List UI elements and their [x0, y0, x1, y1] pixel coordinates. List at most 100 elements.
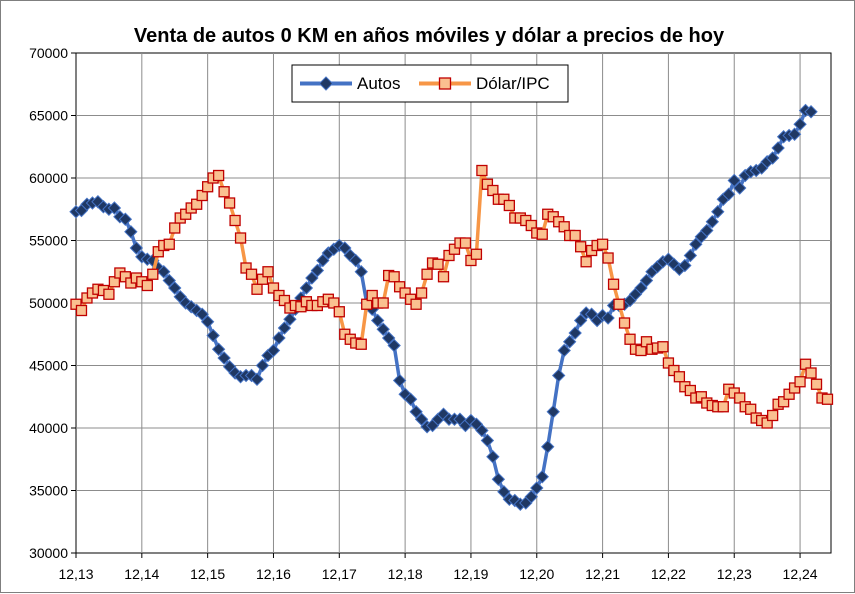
- data-point-dolar-ipc: [503, 199, 515, 212]
- data-point-dolar-ipc: [245, 268, 258, 280]
- data-point-dolar-ipc: [717, 401, 729, 413]
- data-point-autos: [299, 281, 314, 295]
- data-point-autos: [217, 351, 231, 365]
- x-tick-label: 12,20: [519, 566, 554, 582]
- data-point-autos: [283, 312, 297, 326]
- data-point-dolar-ipc: [794, 376, 806, 388]
- data-point-autos: [722, 187, 736, 201]
- data-point-autos: [354, 265, 368, 279]
- data-point-autos: [634, 281, 648, 295]
- data-point-autos: [475, 423, 489, 438]
- data-point-autos: [403, 392, 418, 406]
- data-point-autos: [206, 328, 220, 343]
- data-point-dolar-ipc: [218, 186, 230, 198]
- data-point-dolar-ipc: [596, 238, 609, 250]
- data-point-autos: [535, 470, 549, 484]
- data-point-dolar-ipc: [470, 248, 483, 260]
- data-point-dolar-ipc: [580, 256, 592, 268]
- data-point-autos: [711, 205, 725, 219]
- chart-title: Venta de autos 0 KM en años móviles y dó…: [134, 25, 725, 47]
- data-point-autos: [497, 485, 511, 499]
- data-point-autos: [168, 281, 182, 295]
- data-point-dolar-ipc: [355, 338, 367, 350]
- data-point-autos: [787, 127, 802, 141]
- y-tick-label: 70000: [29, 45, 68, 61]
- legend-autos-label: Autos: [357, 74, 400, 93]
- data-point-dolar-ipc: [624, 333, 636, 345]
- data-point-dolar-ipc: [437, 271, 450, 283]
- y-tick-label: 55000: [29, 233, 68, 249]
- data-point-autos: [392, 373, 407, 388]
- y-tick-label: 30000: [29, 545, 68, 561]
- y-tick-label: 40000: [29, 420, 68, 436]
- x-tick-label: 12,24: [783, 566, 818, 582]
- data-point-autos: [272, 331, 286, 345]
- x-tick-label: 12,21: [585, 566, 620, 582]
- data-point-autos: [305, 271, 319, 285]
- data-point-autos: [157, 265, 171, 279]
- y-tick-label: 50000: [29, 295, 68, 311]
- data-point-autos: [381, 331, 396, 345]
- data-point-autos: [310, 263, 325, 278]
- data-point-autos: [338, 241, 352, 255]
- x-tick-label: 12,22: [651, 566, 686, 582]
- data-point-autos: [639, 273, 654, 288]
- data-point-autos: [530, 481, 544, 495]
- data-point-dolar-ipc: [147, 268, 159, 280]
- data-point-autos: [349, 253, 363, 268]
- data-point-autos: [765, 151, 780, 165]
- data-point-autos: [689, 237, 703, 251]
- data-point-dolar-ipc: [75, 304, 88, 317]
- data-point-autos: [793, 117, 807, 131]
- data-point-autos: [700, 223, 714, 238]
- data-point-autos: [568, 326, 582, 340]
- data-point-autos: [804, 105, 818, 119]
- data-point-autos: [727, 173, 741, 188]
- data-point-autos: [733, 181, 747, 195]
- data-point-dolar-ipc: [410, 298, 422, 310]
- data-point-autos: [491, 472, 506, 486]
- data-point-autos: [409, 405, 423, 419]
- data-point-dolar-ipc: [536, 228, 548, 240]
- y-tick-label: 65000: [29, 108, 68, 124]
- data-point-dolar-ipc: [421, 268, 433, 280]
- data-point-autos: [678, 258, 692, 273]
- data-point-dolar-ipc: [618, 317, 631, 329]
- data-point-dolar-ipc: [103, 288, 115, 300]
- data-point-dolar-ipc: [377, 297, 389, 309]
- data-point-autos: [387, 338, 401, 353]
- data-point-autos: [162, 273, 176, 288]
- data-point-autos: [557, 343, 571, 358]
- data-point-autos: [376, 322, 390, 336]
- data-point-autos: [195, 307, 209, 321]
- legend-dolar-label: Dólar/IPC: [476, 74, 550, 93]
- y-axis-ticks: 30000 35000 40000 45000 50000 55000 60000 65000…: [29, 45, 76, 561]
- data-point-autos: [370, 313, 385, 328]
- data-point-autos: [683, 248, 698, 263]
- data-point-dolar-ipc: [657, 341, 669, 353]
- x-tick-label: 12,15: [190, 566, 225, 582]
- data-point-autos: [480, 433, 495, 448]
- data-point-autos: [118, 212, 133, 226]
- data-point-dolar-ipc: [607, 278, 620, 290]
- data-point-dolar-ipc: [212, 169, 225, 182]
- data-point-dolar-ipc: [169, 222, 181, 234]
- data-point-autos: [250, 372, 264, 386]
- data-point-dolar-ipc: [388, 271, 400, 283]
- data-point-dolar-ipc: [141, 279, 153, 292]
- series-dolar-ipc: [70, 164, 834, 429]
- data-point-autos: [552, 368, 566, 383]
- data-point-dolar-ipc: [459, 237, 472, 249]
- data-point-autos: [601, 311, 615, 325]
- data-point-autos: [573, 313, 588, 328]
- data-point-dolar-ipc: [262, 266, 274, 278]
- data-point-autos: [524, 490, 538, 504]
- data-point-autos: [255, 358, 270, 373]
- data-point-dolar-ipc: [163, 238, 175, 250]
- y-tick-label: 60000: [29, 170, 68, 186]
- data-point-dolar-ipc: [673, 371, 686, 383]
- data-point-autos: [316, 253, 330, 268]
- data-point-dolar-ipc: [574, 241, 587, 253]
